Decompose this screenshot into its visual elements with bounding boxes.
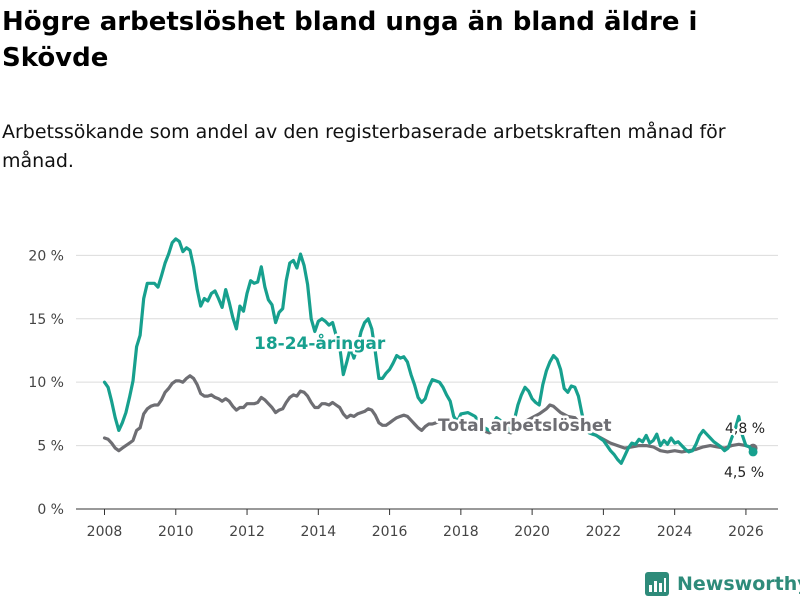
bar-chart-logo-icon [645, 572, 669, 596]
end-label-youth: 4,5 % [724, 465, 764, 481]
end-label-youth-halo: 4,5 % [724, 465, 764, 481]
end-point-youth [748, 447, 758, 457]
x-tick-label: 2012 [229, 524, 265, 540]
series-lines [102, 237, 758, 465]
chart-title: Högre arbetslöshet bland unga än bland ä… [2, 7, 698, 73]
series-label-youth-halo: 18-24-åringar [254, 332, 386, 354]
chart-subtitle: Arbetssökande som andel av den registerb… [2, 121, 726, 172]
series-label-total: Total arbetslöshet [438, 416, 612, 436]
x-tick-label: 2022 [586, 524, 622, 540]
x-tick-label: 2020 [514, 524, 550, 540]
y-tick-label: 10 % [28, 375, 64, 391]
x-tick-label: 2008 [87, 524, 123, 540]
grid-lines [76, 254, 778, 447]
y-tick-label: 20 % [28, 248, 64, 264]
x-axis: 2008 2010 2012 2014 2016 2018 2020 2022 2024 2026 [76, 508, 778, 540]
x-tick-label: 2014 [300, 524, 336, 540]
series-label-total-halo: Total arbetslöshet [438, 416, 612, 436]
series-label-youth: 18-24-åringar [254, 332, 386, 354]
x-tick-label: 2010 [158, 524, 194, 540]
x-tick-label: 2018 [443, 524, 479, 540]
end-label-total: 4,8 % [725, 421, 765, 437]
end-label-total-halo: 4,8 % [725, 421, 765, 437]
y-tick-label: 0 % [37, 502, 64, 518]
newsworthy-logo: Newsworthy [645, 569, 800, 599]
y-tick-label: 5 % [37, 439, 64, 455]
x-tick-label: 2016 [372, 524, 408, 540]
y-axis-tick-labels: 0 % 5 % 10 % 15 % 20 % [28, 248, 64, 518]
y-tick-label: 15 % [28, 312, 64, 328]
series-line-youth [102, 237, 755, 465]
brand-name: Newsworthy [677, 573, 800, 595]
x-tick-label: 2026 [728, 524, 764, 540]
x-tick-label: 2024 [657, 524, 693, 540]
